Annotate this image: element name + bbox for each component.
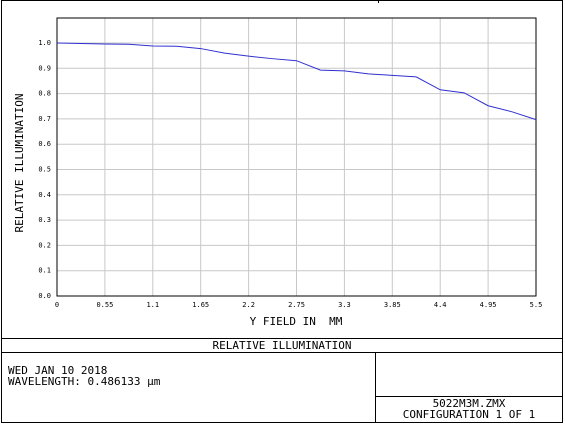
y-tick-label: 0.9	[38, 64, 51, 72]
y-tick-label: 1.0	[38, 39, 51, 47]
y-tick-label: 0.2	[38, 241, 51, 249]
x-tick-label: 4.95	[480, 301, 497, 309]
y-tick-label: 0.7	[38, 115, 51, 123]
configuration: CONFIGURATION 1 OF 1	[403, 408, 535, 421]
x-tick-label: 0.55	[96, 301, 113, 309]
x-tick-label: 3.85	[384, 301, 401, 309]
file-name: 5022M3M.ZMX	[433, 397, 506, 410]
x-tick-label: 0	[55, 301, 59, 309]
y-tick-label: 0.8	[38, 90, 51, 98]
y-tick-label: 0.3	[38, 216, 51, 224]
date: WED JAN 10 2018	[8, 364, 107, 377]
x-tick-label: 3.3	[338, 301, 351, 309]
footer-title: RELATIVE ILLUMINATION	[212, 339, 351, 352]
x-axis-label: Y FIELD IN MM	[250, 315, 343, 328]
data-line	[56, 42, 537, 121]
x-tick-label: 2.75	[288, 301, 305, 309]
y-tick-label: 0.4	[38, 191, 51, 199]
x-tick-label: 1.1	[146, 301, 159, 309]
y-tick-label: 0.0	[38, 292, 51, 300]
y-axis-label: RELATIVE ILLUMINATION	[13, 93, 26, 232]
x-tick-label: 5.5	[530, 301, 543, 309]
y-tick-label: 0.6	[38, 140, 51, 148]
wavelength: WAVELENGTH: 0.486133 µm	[8, 375, 161, 388]
y-tick-label: 0.5	[38, 166, 51, 174]
y-tick-label: 0.1	[38, 267, 51, 275]
x-tick-label: 4.4	[434, 301, 447, 309]
plot-frame	[56, 17, 537, 297]
x-tick-label: 2.2	[242, 301, 255, 309]
x-tick-label: 1.65	[192, 301, 209, 309]
